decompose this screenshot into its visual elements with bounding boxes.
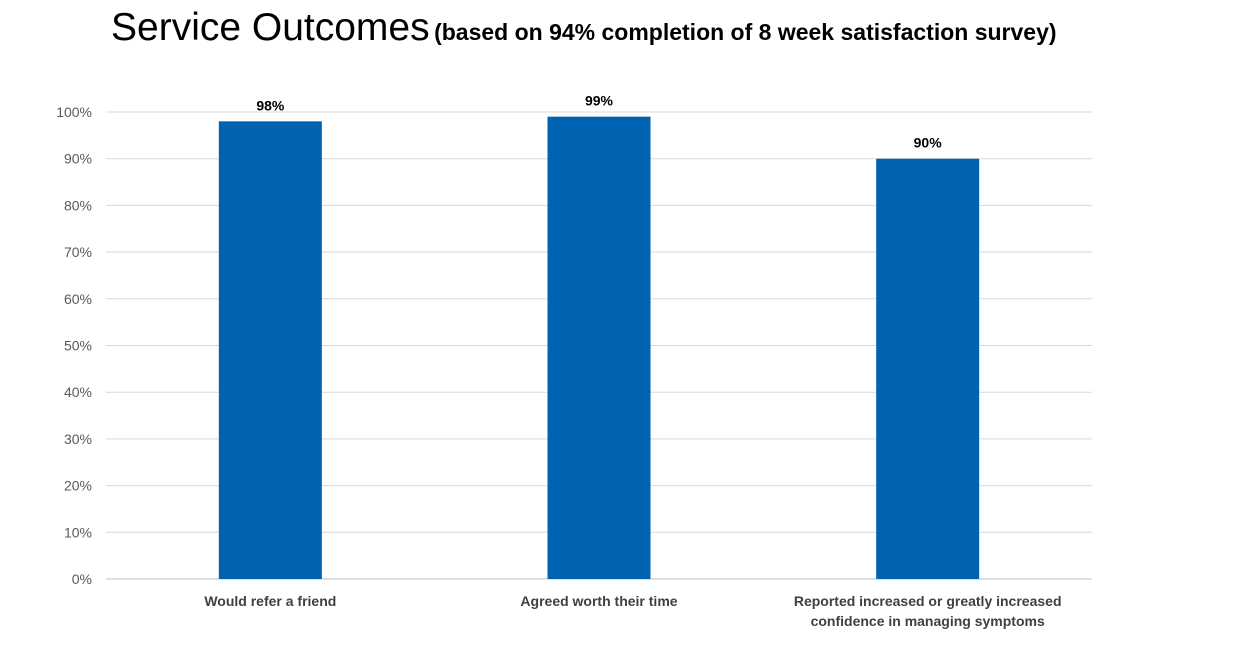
y-tick-label: 50% bbox=[64, 338, 92, 354]
chart-subtitle: (based on 94% completion of 8 week satis… bbox=[434, 19, 1057, 45]
y-tick-label: 10% bbox=[64, 524, 92, 540]
y-tick-label: 0% bbox=[72, 571, 92, 587]
category-label: Would refer a friend bbox=[204, 593, 336, 609]
bar bbox=[547, 116, 651, 580]
bar bbox=[876, 158, 980, 579]
chart-title-main: Service Outcomes bbox=[111, 6, 430, 49]
y-tick-label: 100% bbox=[56, 104, 92, 120]
data-label: 90% bbox=[914, 135, 943, 151]
category-label: confidence in managing symptoms bbox=[811, 613, 1045, 629]
data-label: 99% bbox=[585, 93, 614, 109]
y-tick-label: 40% bbox=[64, 384, 92, 400]
category-label: Agreed worth their time bbox=[520, 593, 677, 609]
category-label: Reported increased or greatly increased bbox=[794, 593, 1062, 609]
chart-title: Service Outcomes (based on 94% completio… bbox=[111, 6, 1057, 50]
y-tick-label: 20% bbox=[64, 478, 92, 494]
data-label: 98% bbox=[256, 97, 285, 113]
y-tick-label: 70% bbox=[64, 244, 92, 260]
y-tick-label: 80% bbox=[64, 197, 92, 213]
y-tick-label: 60% bbox=[64, 291, 92, 307]
y-tick-label: 90% bbox=[64, 151, 92, 167]
y-tick-label: 30% bbox=[64, 431, 92, 447]
bar bbox=[218, 121, 322, 579]
